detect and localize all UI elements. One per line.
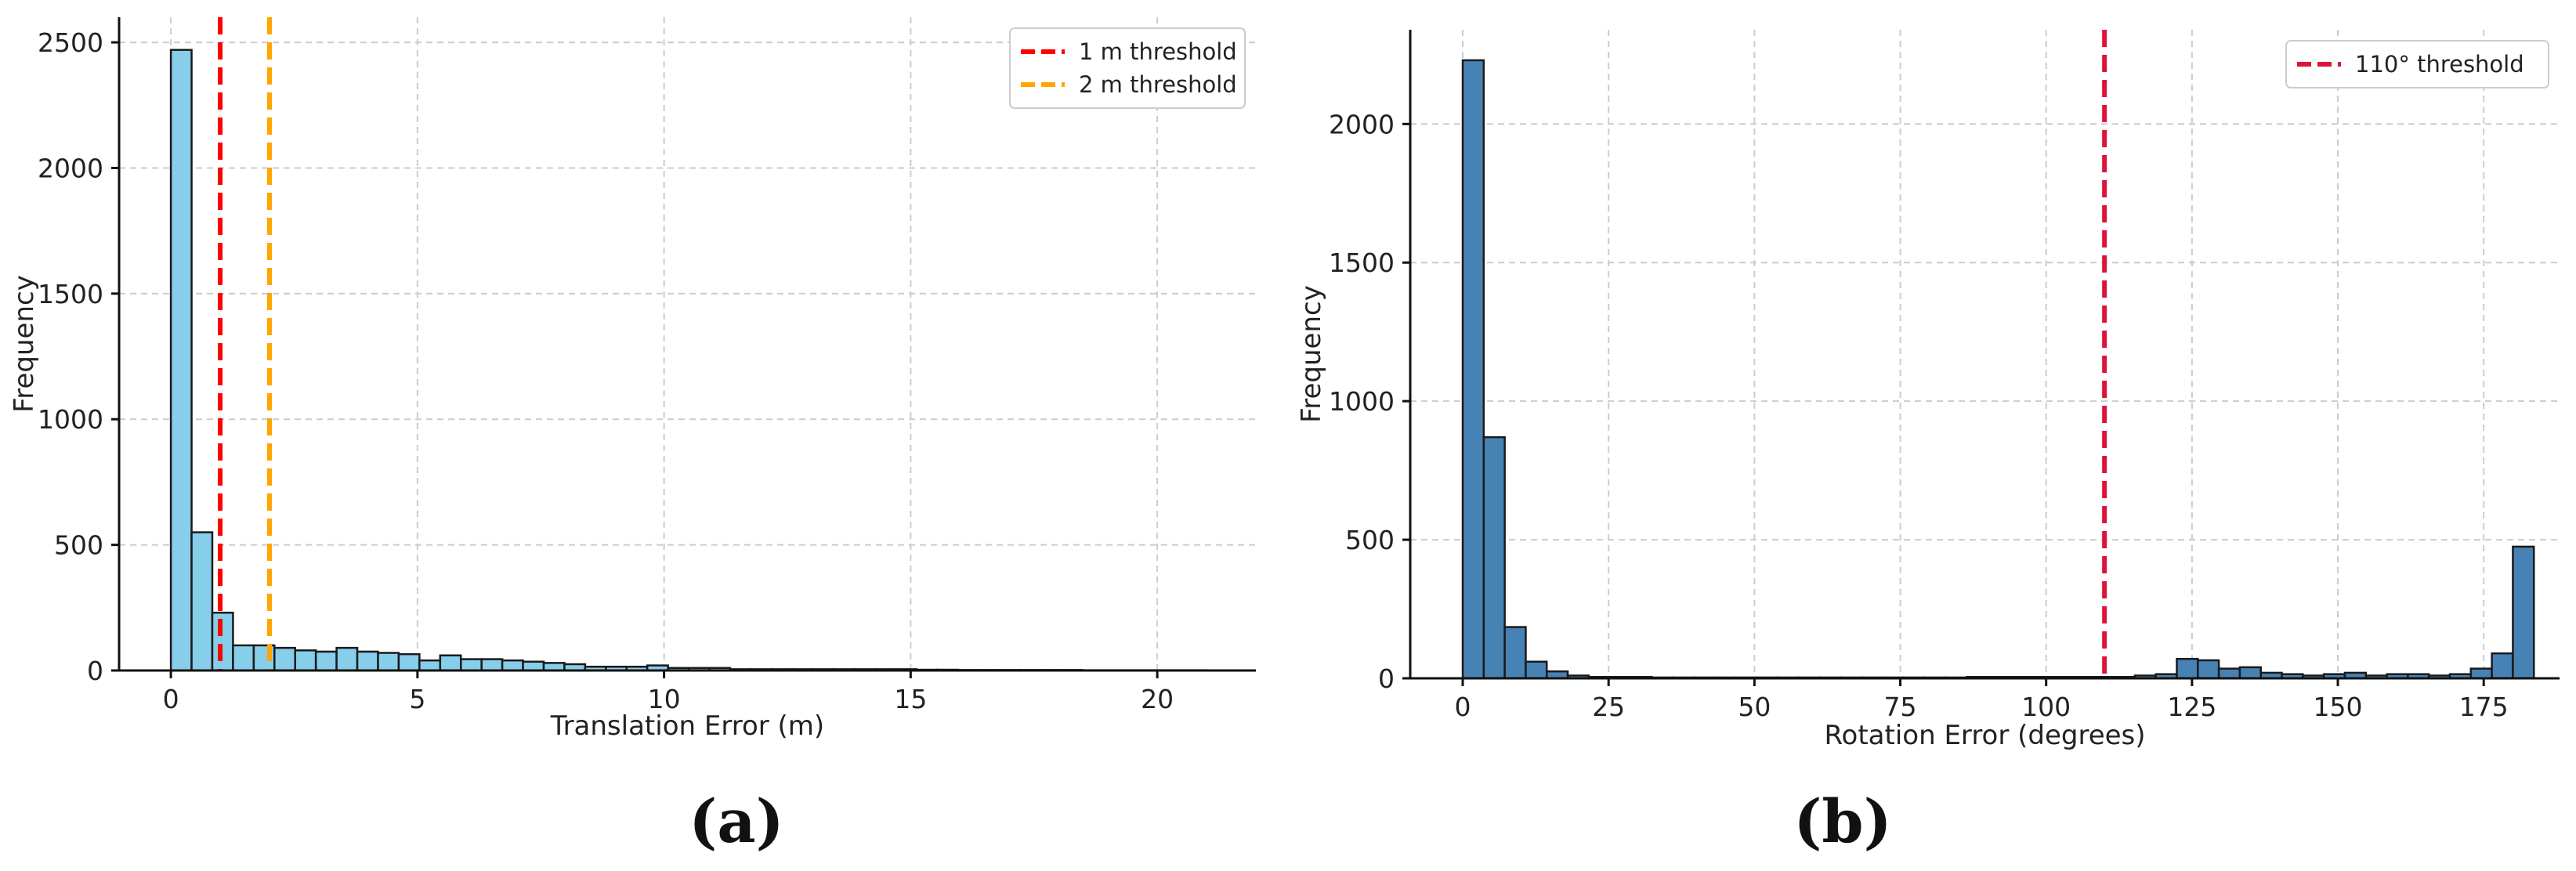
histogram-bar [169,49,193,672]
histogram-bar [356,650,379,672]
x-axis-label: Rotation Error (degrees) [1824,720,2145,751]
histogram-bar [2238,666,2262,680]
histogram-bar [2176,657,2199,680]
x-tick-label: 25 [1592,692,1625,722]
x-tick-label: 0 [1455,692,1471,722]
histogram-bar [480,658,504,672]
legend-entry: 110° threshold [2355,51,2524,78]
x-tick-label: 150 [2314,692,2363,722]
histogram-bar [397,652,421,672]
histogram-bar [2197,659,2220,680]
y-tick-label: 500 [54,530,103,561]
x-tick-label: 50 [1738,692,1771,722]
y-tick-label: 1500 [1329,248,1395,278]
x-axis-label: Translation Error (m) [550,710,824,742]
x-tick-label: 175 [2459,692,2509,722]
legend-box [1009,27,1246,109]
panel-label-b: (b) [1793,786,1891,856]
histogram-bar [273,646,296,672]
histogram-bar [1482,436,1506,680]
legend-box [2285,40,2549,89]
histogram-bar [418,659,442,672]
y-axis-label: Frequency [1296,285,1327,423]
y-axis-label: Frequency [9,275,40,413]
x-tick-label: 125 [2167,692,2216,722]
histogram-rotation-error: 0 25 50 75 100 125 150 175 0 500 1000 1500 2000 Rotat… [1296,30,2560,751]
histogram-bar [1503,626,1527,680]
histogram-bar [2217,667,2241,680]
y-tick-label: 2500 [38,27,103,58]
histogram-bar [2469,667,2493,680]
histogram-bar [232,644,255,672]
histogram-bar [522,660,545,672]
x-tick-label: 0 [163,684,179,714]
histogram-bar [314,650,338,672]
histogram-translation-error: 0 5 10 15 20 0 500 1000 1500 2000 2500 Translation … [9,17,1256,742]
histogram-bar [335,646,359,672]
legend-entry: 1 m threshold [1079,38,1237,65]
x-tick-label: 20 [1141,684,1174,714]
panel-label-a: (a) [689,786,783,856]
histogram-bar [459,658,483,672]
y-tick-label: 1000 [1329,386,1395,417]
x-tick-label: 10 [648,684,681,714]
x-tick-label: 100 [2021,692,2071,722]
histogram-bar [377,652,400,672]
legend-entry: 2 m threshold [1079,71,1237,98]
histogram-bar [211,611,234,672]
histogram-bar [1525,660,1548,680]
y-tick-label: 2000 [38,153,103,183]
histogram-bar [2491,652,2514,680]
y-tick-label: 0 [1378,663,1395,694]
y-tick-label: 2000 [1329,109,1395,139]
x-tick-label: 5 [409,684,425,714]
histogram-bar [294,649,317,672]
y-tick-label: 1000 [38,404,103,435]
y-tick-label: 1500 [38,279,103,309]
y-tick-label: 500 [1345,525,1395,555]
histogram-bar [2512,545,2535,680]
histogram-bar [501,659,524,672]
histogram-bar [439,654,462,672]
x-tick-label: 75 [1884,692,1917,722]
x-tick-label: 15 [894,684,927,714]
histogram-bar [1461,59,1485,680]
y-tick-label: 0 [87,656,103,686]
histogram-bar [190,531,214,672]
